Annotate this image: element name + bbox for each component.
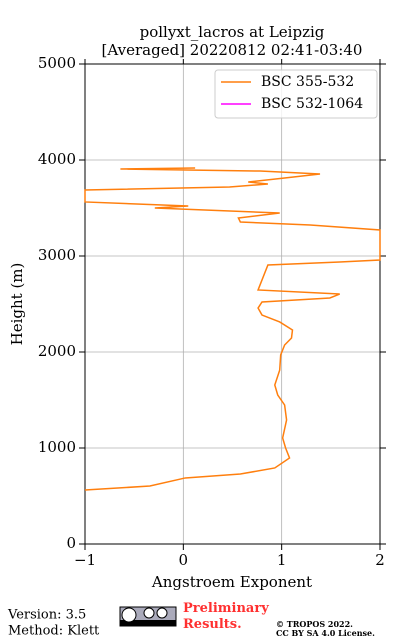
y-tick-label: 2000	[38, 342, 76, 360]
y-axis-label: Height (m)	[8, 263, 26, 346]
license: CC BY SA 4.0 License.	[276, 628, 375, 638]
profile-line	[84, 167, 381, 491]
notice: Preliminary Results.	[183, 601, 269, 632]
notice-box: Preliminary Results.	[183, 601, 269, 632]
copyright: © TROPOS 2022.	[276, 619, 353, 629]
legend-label: BSC 355-532	[261, 74, 354, 90]
x-tick-label: −1	[74, 551, 96, 569]
x-tick-label: 2	[375, 551, 385, 569]
version: Version: 3.5	[7, 608, 86, 623]
y-tick-label: 3000	[38, 246, 76, 264]
chart-title: pollyxt_lacros at Leipzig	[140, 23, 325, 41]
y-tick-label: 1000	[38, 438, 76, 456]
x-tick-label: 0	[179, 551, 189, 569]
method: Method: Klett	[8, 624, 100, 639]
y-tick-label: 4000	[38, 150, 76, 168]
cc-badge	[119, 606, 177, 627]
legend-label: BSC 532-1064	[261, 96, 363, 112]
x-axis-label: Angstroem Exponent	[151, 573, 312, 591]
legend-box	[214, 69, 378, 119]
y-tick-label: 0	[66, 534, 76, 552]
x-tick-label: 1	[277, 551, 287, 569]
chart-subtitle: [Averaged] 20220812 02:41-03:40	[102, 41, 363, 59]
plot-frame	[84, 63, 381, 545]
y-tick-label: 5000	[38, 54, 76, 72]
